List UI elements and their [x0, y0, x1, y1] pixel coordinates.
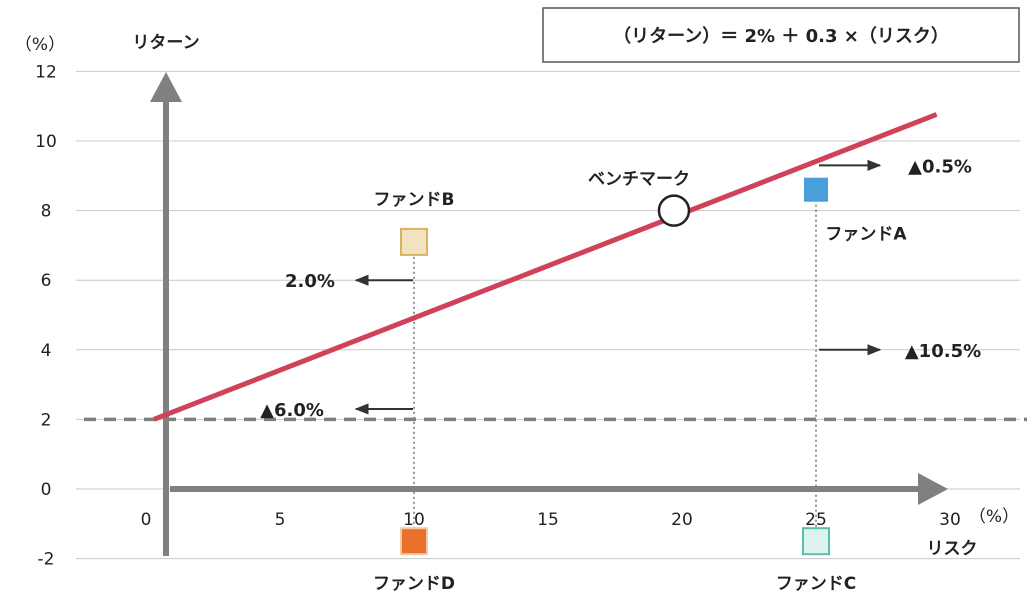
annotation-text: ▲10.5%: [905, 341, 981, 362]
formula-text: （リターン）＝ 2% ＋ 0.3 ×（リスク）: [613, 26, 949, 47]
y-tick-label: 0: [41, 480, 52, 500]
y-axis-title: リターン: [132, 33, 199, 53]
y-tick-label: 2: [41, 410, 52, 430]
axes: [150, 72, 948, 556]
y-tick-label: -2: [38, 550, 55, 570]
y-tick-label: 12: [35, 62, 57, 82]
fund-label: ファンドA: [825, 225, 907, 245]
y-axis-arrowhead: [150, 72, 182, 102]
annotation-text: 2.0%: [285, 271, 335, 292]
fund-label: ファンドB: [374, 190, 455, 210]
x-axis-arrowhead: [918, 473, 948, 505]
y-unit-label: （%）: [15, 35, 65, 55]
annotation-text: ▲6.0%: [260, 400, 324, 421]
x-tick-label: 30: [939, 510, 961, 530]
y-tick-label: 6: [41, 271, 52, 291]
x-tick-label: 0: [141, 510, 152, 530]
market-line: [153, 112, 938, 422]
x-axis-title: リスク: [927, 539, 978, 559]
benchmark-marker: [657, 194, 691, 227]
fund-label: ファンドD: [373, 574, 455, 594]
y-tick-label: 4: [41, 341, 52, 361]
x-tick-label: 10: [403, 510, 425, 530]
x-tick-label: 5: [275, 510, 286, 530]
reference-lines: [84, 189, 1027, 530]
annotations: ▲0.5% 2.0% ▲10.5% ▲6.0%: [260, 156, 981, 421]
annotation-text: ▲0.5%: [908, 156, 972, 177]
fund-marker: [802, 527, 830, 556]
formula-box: （リターン）＝ 2% ＋ 0.3 ×（リスク）: [542, 7, 1020, 63]
tick-labels: -2 0 2 4 6 8 10 12 0 5 10 15 20 25 30: [35, 62, 961, 569]
gridlines: [76, 70, 1020, 560]
y-tick-label: 8: [41, 202, 52, 222]
capital-market-line: [153, 112, 938, 422]
x-tick-label: 20: [671, 510, 693, 530]
x-tick-label: 25: [805, 510, 827, 530]
y-tick-label: 10: [35, 132, 57, 152]
fund-marker: [802, 175, 830, 204]
benchmark-label: ベンチマーク: [588, 170, 690, 190]
x-tick-label: 15: [537, 510, 559, 530]
fund-marker: [400, 527, 428, 556]
fund-label: ファンドC: [776, 574, 856, 594]
fund-marker: [400, 227, 428, 256]
x-unit-label: （%）: [969, 507, 1019, 527]
